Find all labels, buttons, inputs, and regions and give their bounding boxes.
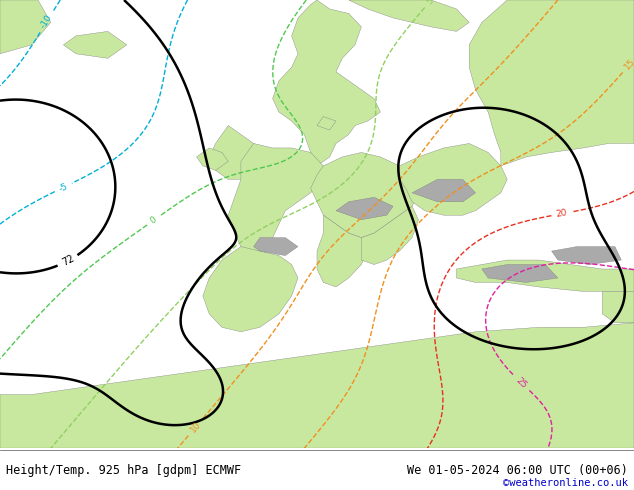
Polygon shape <box>197 148 228 171</box>
Text: -10: -10 <box>39 13 55 30</box>
Polygon shape <box>254 238 298 256</box>
Text: 5: 5 <box>425 0 435 6</box>
Text: 72: 72 <box>60 253 75 268</box>
Text: ©weatheronline.co.uk: ©weatheronline.co.uk <box>503 478 628 488</box>
Polygon shape <box>209 125 260 179</box>
Polygon shape <box>0 0 51 54</box>
Polygon shape <box>317 215 368 287</box>
Polygon shape <box>317 117 336 130</box>
Text: -5: -5 <box>57 181 69 194</box>
Polygon shape <box>552 246 621 265</box>
Polygon shape <box>273 0 380 166</box>
Polygon shape <box>203 246 298 332</box>
Polygon shape <box>469 0 634 166</box>
Text: 25: 25 <box>514 376 529 390</box>
Polygon shape <box>482 265 558 282</box>
Text: 20: 20 <box>555 208 568 219</box>
Polygon shape <box>349 0 469 31</box>
Text: 15: 15 <box>623 57 634 72</box>
Polygon shape <box>602 292 634 323</box>
Text: Height/Temp. 925 hPa [gdpm] ECMWF: Height/Temp. 925 hPa [gdpm] ECMWF <box>6 464 242 477</box>
Polygon shape <box>399 144 507 215</box>
Polygon shape <box>412 179 476 202</box>
Polygon shape <box>0 323 634 448</box>
Polygon shape <box>63 31 127 58</box>
Polygon shape <box>228 144 323 265</box>
Text: We 01-05-2024 06:00 UTC (00+06): We 01-05-2024 06:00 UTC (00+06) <box>407 464 628 477</box>
Text: 10: 10 <box>188 420 202 435</box>
Polygon shape <box>456 260 634 292</box>
Polygon shape <box>311 152 418 238</box>
Polygon shape <box>336 197 393 220</box>
Text: 0: 0 <box>148 215 158 226</box>
Polygon shape <box>361 206 418 265</box>
